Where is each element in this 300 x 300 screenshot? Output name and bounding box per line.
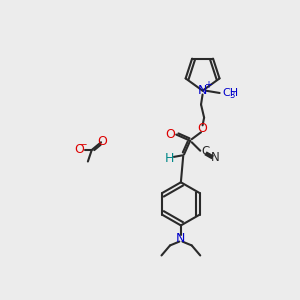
Text: N: N xyxy=(176,232,186,245)
Text: H: H xyxy=(165,152,174,165)
Text: N: N xyxy=(212,151,220,164)
Text: +: + xyxy=(204,80,212,90)
Text: O: O xyxy=(165,128,175,141)
Text: CH: CH xyxy=(223,88,239,98)
Text: 3: 3 xyxy=(230,91,235,100)
Text: O: O xyxy=(198,122,208,135)
Text: O: O xyxy=(97,135,107,148)
Text: O: O xyxy=(74,143,84,157)
Text: −: − xyxy=(79,140,88,150)
Text: N: N xyxy=(198,84,207,97)
Text: C: C xyxy=(202,145,210,158)
